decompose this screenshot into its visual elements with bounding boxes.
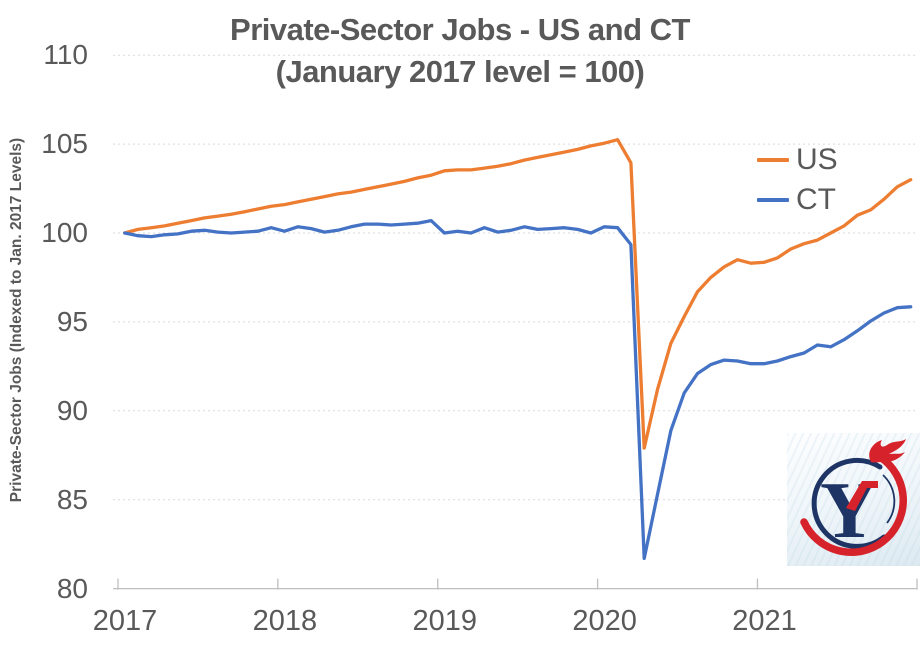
legend-item-ct: CT <box>757 180 836 220</box>
x-tick-label: 2017 <box>92 605 158 637</box>
chart-subtitle: (January 2017 level = 100) <box>275 54 645 89</box>
yankee-institute-logo: Y <box>787 433 920 566</box>
logo-navy-inner-arc <box>882 474 896 524</box>
x-tick-label: 2021 <box>732 605 797 637</box>
y-tick-label: 100 <box>41 217 88 248</box>
series-line-us <box>123 138 913 450</box>
y-tick-label: 95 <box>56 305 88 337</box>
logo-torch-arm <box>846 481 878 511</box>
x-tick-label: 2019 <box>412 605 477 637</box>
y-torch-logo-graphic: Y <box>800 439 907 556</box>
y-tick-label: 85 <box>56 483 88 515</box>
logo-flame-icon <box>869 439 906 463</box>
legend-line-swatch <box>757 198 789 202</box>
logo-red-swoosh <box>800 450 907 556</box>
logo-letter-y: Y <box>820 467 878 555</box>
legend-label: US <box>796 143 838 176</box>
y-tick-label: 105 <box>41 128 88 160</box>
x-tick-label: 2020 <box>572 605 637 637</box>
y-tick-label: 110 <box>43 39 88 71</box>
legend-label: CT <box>796 183 836 216</box>
y-tick-label: 90 <box>56 394 88 426</box>
series-line-ct <box>123 218 913 561</box>
x-tick-label: 2018 <box>252 605 318 637</box>
y-tick-label: 80 <box>56 572 88 604</box>
chart-title: Private-Sector Jobs - US and CT <box>230 12 690 47</box>
logo-navy-arc <box>811 457 887 549</box>
legend-line-swatch <box>757 158 789 162</box>
legend-item-us: US <box>757 140 838 180</box>
